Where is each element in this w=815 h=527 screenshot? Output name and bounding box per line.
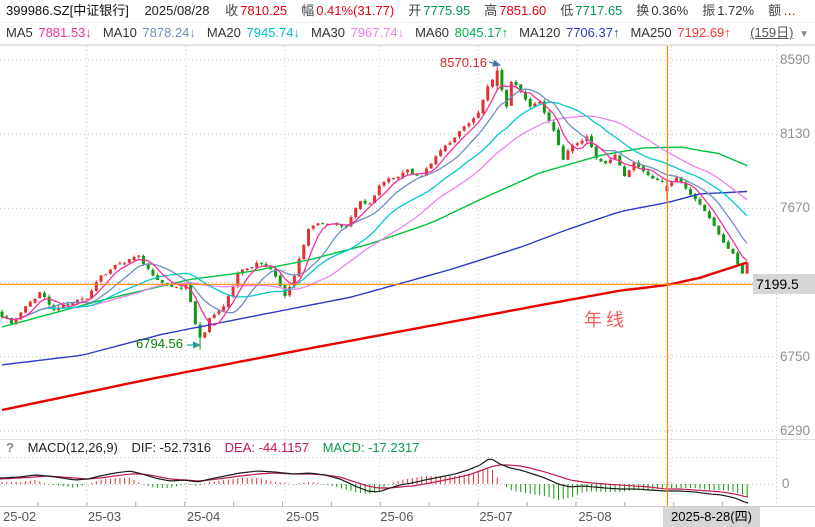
quote-field-6: 振 1.72% (702, 3, 755, 18)
ma-value-ma20: MA20 7945.74↓ (206, 25, 300, 40)
time-tick-25-04: 25-04 (186, 509, 221, 524)
ma10-line (1, 88, 748, 321)
ma-value-ma60: MA60 8045.17↑ (415, 25, 509, 40)
macd-dea-value: DEA: -44.1157 (224, 440, 309, 455)
crosshair[interactable] (0, 46, 754, 506)
macd-dea-line (0, 464, 749, 498)
stock-symbol: 399986.SZ[中证银行] (6, 3, 129, 18)
macd-dif-line (0, 458, 749, 504)
ma60-line (1, 146, 748, 328)
quote-date: 2025/08/28 (144, 3, 210, 18)
macd-dif-value: DIF: -52.7316 (131, 440, 212, 455)
ma5-line (1, 84, 748, 327)
price-tick-6290: 6290 (780, 423, 811, 438)
period-selector[interactable]: (159日) ▼ (750, 22, 809, 44)
price-tick-8590: 8590 (780, 52, 811, 68)
time-tick-25-03: 25-03 (87, 509, 122, 524)
macd-pane (0, 458, 749, 504)
ma30-line (1, 115, 748, 321)
time-tick-25-07: 25-07 (479, 509, 513, 524)
yearline-annotation: 年线 (584, 310, 628, 330)
help-icon[interactable]: ? (6, 440, 14, 455)
time-tick-25-02: 25-02 (3, 509, 37, 524)
dropdown-arrow-icon[interactable]: ▼ (799, 29, 809, 40)
ma-value-ma10: MA10 7878.24↓ (102, 25, 196, 40)
macd-zero-label: 0 (782, 476, 790, 491)
ma-value-ma5: MA5 7881.53↓ (6, 25, 92, 40)
quote-fields: 收 7810.25 幅 0.41%(31.77) 开 7775.95 高 7851.60 低 77… (225, 3, 810, 18)
ma-value-ma120: MA120 7706.37↑ (519, 25, 620, 40)
ma120-line (1, 190, 748, 366)
quote-header: 399986.SZ[中证银行] 2025/08/28 收 7810.25 幅 0.41… (0, 0, 815, 23)
quote-field-2: 开 7775.95 (408, 3, 471, 18)
ma-value-ma250: MA250 7192.69↑ (630, 25, 731, 40)
quote-field-4: 低 7717.65 (560, 3, 623, 18)
quote-field-0: 收 7810.25 (225, 3, 288, 18)
high-price-annotation: 8570.16 (440, 55, 487, 70)
quote-field-1: 幅 0.41%(31.77) (301, 3, 395, 18)
price-tick-8130: 8130 (780, 126, 811, 142)
time-tick-25-05: 25-05 (285, 509, 320, 524)
time-tick-25-06: 25-06 (380, 509, 414, 524)
time-tick-25-08: 25-08 (578, 509, 612, 524)
price-tick-7670: 7670 (780, 200, 811, 216)
quote-field-3: 高 7851.60 (484, 3, 547, 18)
high-annotation-arrow (488, 59, 502, 67)
ma-header: MA5 7881.53↓ MA10 7878.24↓ MA20 7945.74↓ MA… (0, 22, 815, 45)
candlestick-series (0, 63, 749, 350)
ma20-line (1, 101, 748, 321)
quote-field-5: 换 0.36% (636, 3, 689, 18)
crosshair-date-label: 2025-8-28(四) (663, 507, 760, 527)
quote-field-7: 额… (768, 3, 797, 18)
ma250-line (1, 261, 748, 412)
ma-value-ma30: MA30 7967.74↓ (311, 25, 405, 40)
macd-header: ? MACD(12,26,9) DIF: -52.7316 DEA: -44.1… (6, 440, 429, 456)
grid-lines (0, 45, 815, 507)
annotation-arrows (187, 59, 502, 349)
macd-hist-value: MACD: -17.2317 (322, 440, 420, 455)
ma-values: MA5 7881.53↓ MA10 7878.24↓ MA20 7945.74↓ MA… (6, 25, 742, 40)
crosshair-price-label: 7199.5 (753, 274, 815, 294)
price-tick-6750: 6750 (780, 348, 811, 364)
period-selector-label[interactable]: (159日) (750, 25, 794, 40)
macd-indicator-name: MACD(12,26,9) (27, 440, 118, 455)
low-price-annotation: 6794.56 (136, 336, 183, 351)
